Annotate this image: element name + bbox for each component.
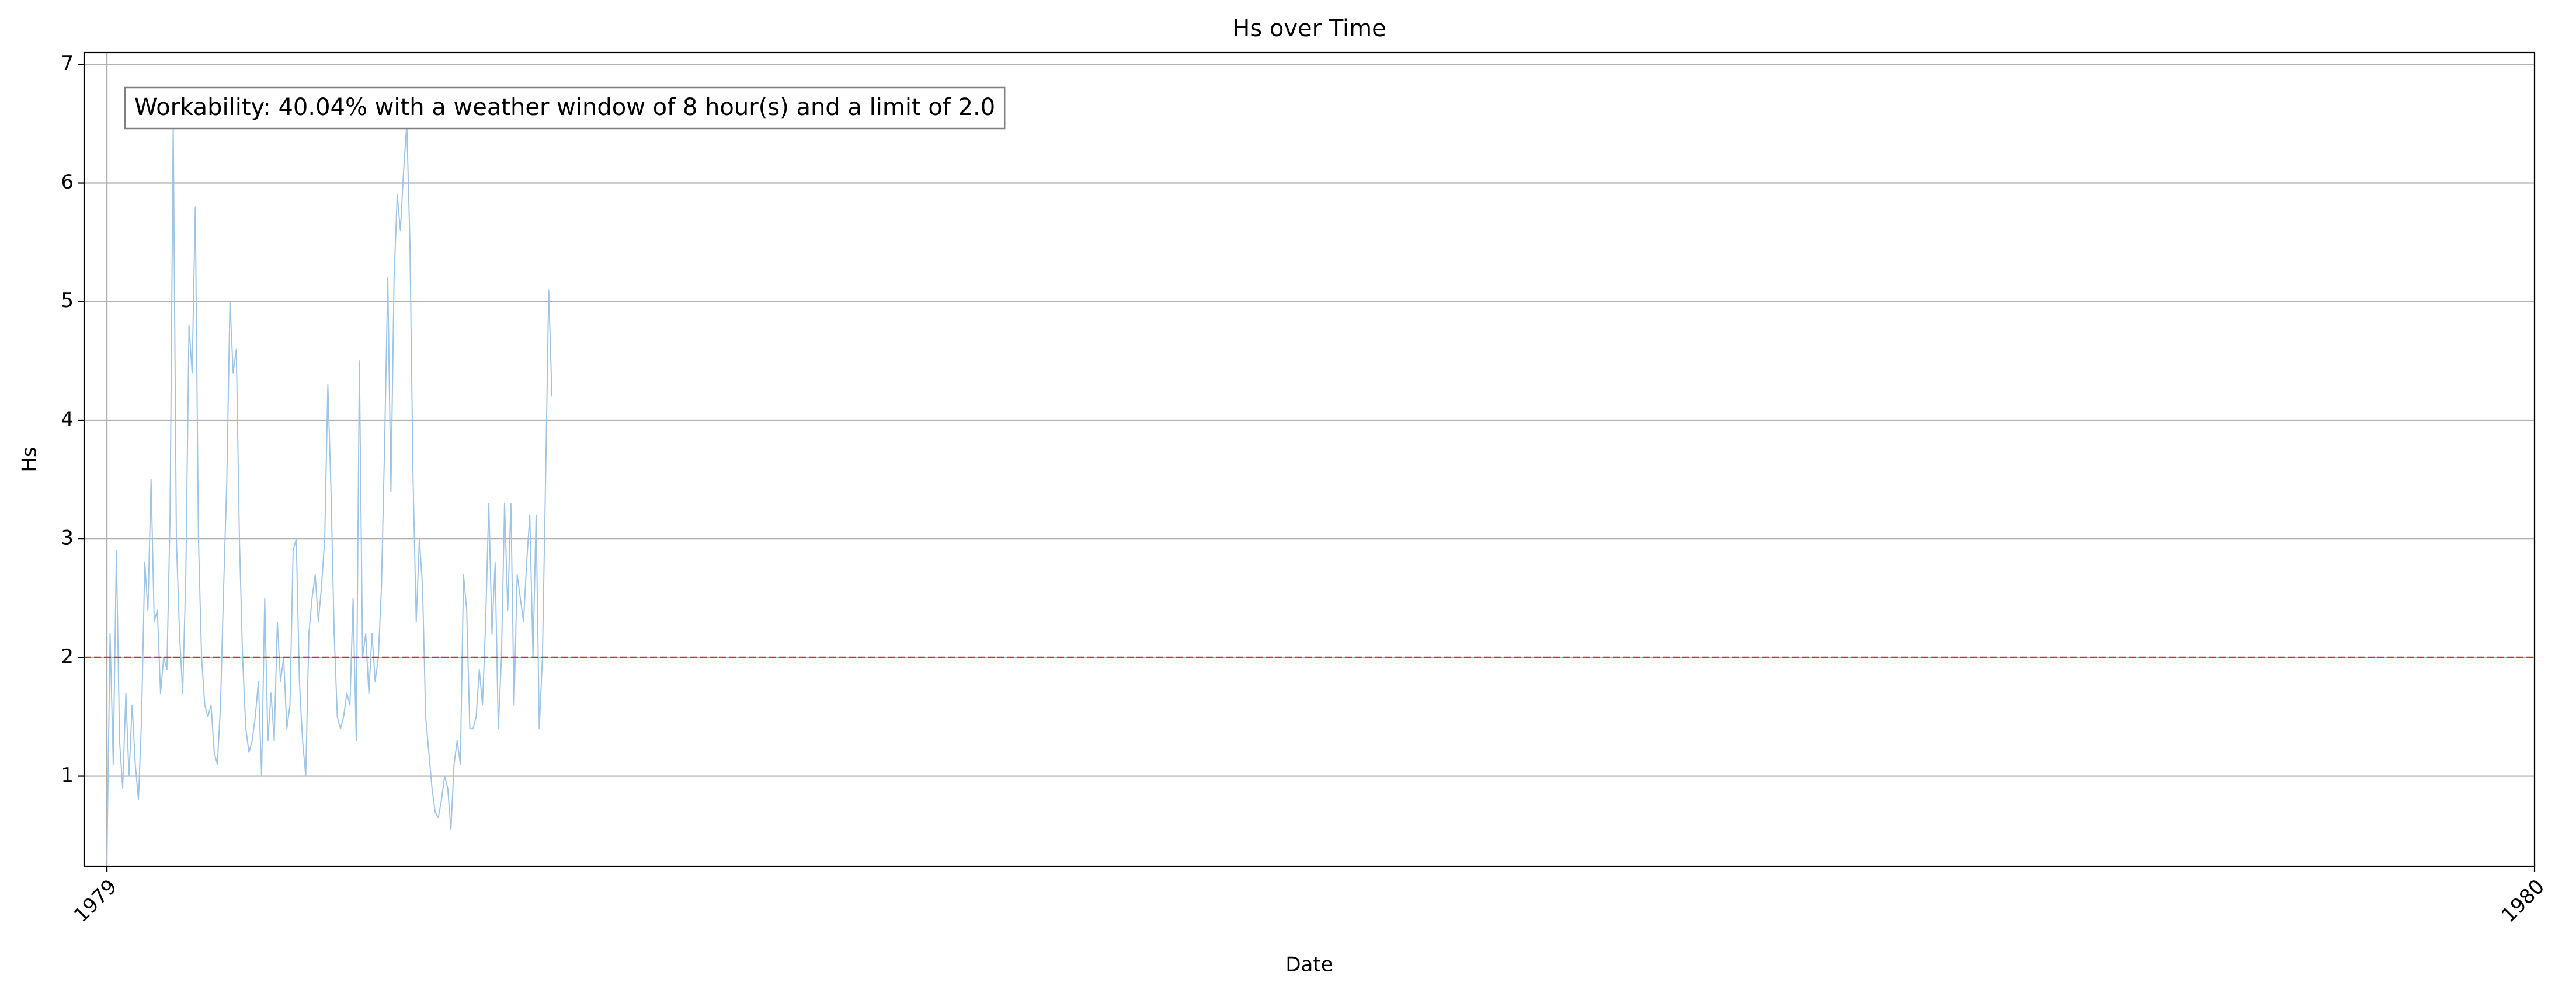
y-tick-label: 4 bbox=[61, 407, 74, 431]
annotation-box bbox=[124, 86, 1006, 130]
y-tick-label: 7 bbox=[61, 52, 74, 75]
y-axis-label: Hs bbox=[18, 447, 41, 472]
y-tick-label: 3 bbox=[61, 527, 74, 550]
data-line bbox=[106, 123, 552, 859]
y-tick-label: 6 bbox=[61, 170, 74, 194]
y-tick-label: 5 bbox=[61, 289, 74, 312]
chart-title: Hs over Time bbox=[1232, 15, 1386, 42]
y-tick-label: 2 bbox=[61, 645, 74, 668]
annotation: Workability: 40.04% with a weather windo… bbox=[134, 94, 995, 121]
plot-frame bbox=[83, 51, 2536, 867]
x-axis-label: Date bbox=[1285, 953, 1333, 977]
y-tick-label: 1 bbox=[61, 764, 74, 787]
